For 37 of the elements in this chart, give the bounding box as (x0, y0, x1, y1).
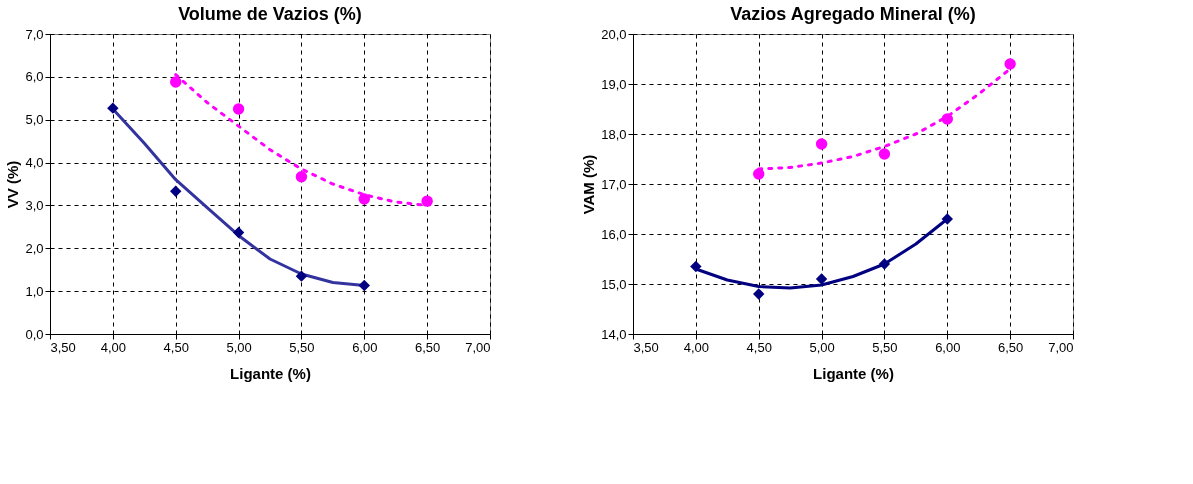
x-tick-label: 4,50 (746, 339, 772, 355)
y-tick-label: 17,0 (601, 176, 627, 192)
y-tick-label: 6,0 (25, 69, 44, 85)
y-tick-label: 4,0 (25, 155, 44, 171)
chart-title: Vazios Agregado Mineral (%) (730, 4, 976, 24)
y-tick-label: 2,0 (25, 240, 44, 256)
y-tick-label: 20,0 (601, 26, 627, 42)
y-tick-label: 14,0 (601, 326, 627, 342)
y-axis-title: VAM (%) (580, 154, 598, 215)
x-tick-label: 4,50 (163, 339, 189, 355)
y-axis-title: VV (%) (4, 160, 22, 209)
x-tick-label: 4,00 (683, 339, 710, 355)
y-tick-label: 16,0 (601, 226, 627, 242)
x-axis-title: Ligante (%) (813, 364, 894, 382)
x-tick-label: 6,50 (997, 339, 1024, 355)
x-tick-label: 4,00 (100, 339, 127, 355)
x-tick-label: 6,00 (935, 339, 961, 355)
x-tick-label: 6,00 (352, 339, 378, 355)
y-tick-label: 15,0 (601, 276, 627, 292)
y-tick-label: 5,0 (25, 112, 44, 128)
y-tick-label: 3,0 (25, 197, 44, 213)
x-tick-label: 7,00 (465, 339, 491, 355)
x-tick-label: 3,50 (633, 339, 659, 355)
y-tick-label: 7,0 (25, 26, 44, 42)
y-tick-label: 0,0 (25, 326, 44, 342)
y-tick-label: 1,0 (25, 283, 44, 299)
x-tick-label: 5,50 (872, 339, 898, 355)
x-axis-title: Ligante (%) (230, 364, 311, 382)
y-tick-label: 19,0 (601, 76, 627, 92)
x-tick-label: 5,00 (226, 339, 252, 355)
y-tick-label: 18,0 (601, 126, 627, 142)
x-tick-label: 7,00 (1048, 339, 1074, 355)
x-tick-label: 5,50 (289, 339, 315, 355)
x-tick-label: 6,50 (414, 339, 441, 355)
x-tick-label: 5,00 (809, 339, 835, 355)
chart-title: Volume de Vazios (%) (178, 4, 362, 24)
x-tick-label: 3,50 (50, 339, 76, 355)
